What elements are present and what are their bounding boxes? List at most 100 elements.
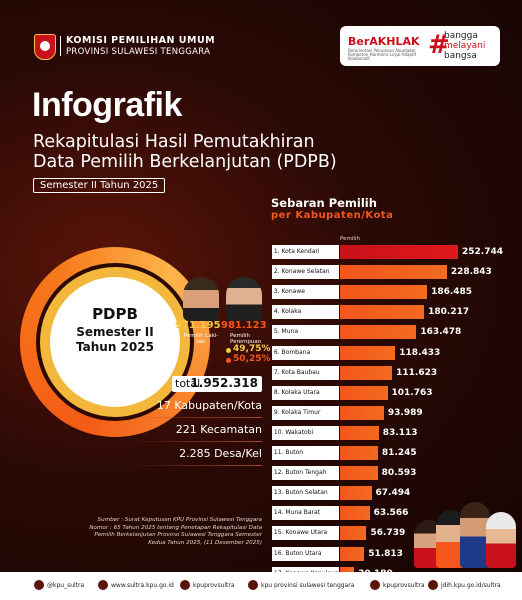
footer-jdih[interactable]: jdih.kpu.go.id/sultra	[428, 580, 501, 590]
female-legend-dot	[226, 358, 231, 363]
bar	[340, 486, 372, 501]
footer-text: kpu provinsi sulawesi tenggara	[261, 581, 355, 589]
youtube-icon	[370, 580, 380, 590]
instagram-icon	[180, 580, 190, 590]
bangga-melayani-logo: bangga melayani bangsa	[444, 31, 485, 61]
bar-value-label: 101.763	[391, 387, 433, 398]
bar-value-label: 228.843	[450, 267, 492, 278]
header-divider	[60, 36, 61, 56]
bar	[340, 425, 379, 440]
bar-value-label: 111.623	[396, 367, 438, 378]
female-voter-count: 981.123	[221, 320, 267, 331]
bar-category-label: 3. Konawe	[272, 285, 339, 300]
bar-category-label: 14. Muna Barat	[272, 506, 339, 521]
bar	[340, 325, 417, 340]
org-name-line1: KOMISI PEMILIHAN UMUM	[66, 35, 216, 46]
bar	[340, 506, 370, 521]
bar-category-label: 6. Bombana	[272, 345, 339, 360]
footer-youtube[interactable]: kpuprovsultra	[370, 580, 425, 590]
bar-category-label: 4. Kolaka	[272, 305, 339, 320]
bar	[340, 446, 378, 460]
bar	[340, 405, 384, 420]
berakhlak-tagline: Berorientasi Pelayanan Akuntabel Kompete…	[348, 48, 417, 61]
source-note: Sumber : Surat Keputusan KPU Provinsi Su…	[89, 517, 262, 546]
facebook-icon	[248, 580, 258, 590]
bangga-word: bangga	[444, 31, 478, 41]
pdpb-year: Tahun 2025	[76, 340, 154, 354]
hashtag-icon: #	[428, 30, 450, 60]
bar-category-label: 8. Kolaka Utara	[272, 385, 339, 400]
male-voter-count: 971.195	[175, 320, 221, 331]
female-voter-label: Pemilih Perempuan	[230, 333, 262, 345]
stat-divider	[128, 441, 262, 442]
bar-category-label: 10. Wakatobi	[272, 425, 339, 440]
bar	[340, 245, 458, 259]
footer-text: www.sultra.kpu.go.id	[111, 581, 174, 589]
footer-text: kpuprovsultra	[383, 581, 425, 589]
semester-badge: Semester II Tahun 2025	[33, 178, 166, 193]
org-name-line2: PROVINSI SULAWESI TENGGARA	[66, 47, 211, 57]
pdpb-circle: PDPB Semester II Tahun 2025	[50, 277, 180, 407]
bar-value-label: 83.113	[382, 427, 418, 438]
bar-category-label: 13. Buton Selatan	[272, 486, 339, 501]
stat-kecamatan: 221 Kecamatan	[175, 423, 262, 436]
bar-value-label: 118.433	[399, 347, 441, 358]
bar	[340, 305, 425, 320]
total-box: total 1.952.318	[172, 376, 262, 392]
total-label: total	[175, 377, 201, 390]
at-icon	[34, 580, 44, 590]
person-figure	[460, 502, 490, 568]
people-illustration	[414, 492, 518, 568]
bar-value-label: 81.245	[381, 448, 417, 458]
stat-kabupaten: 17 Kabupaten/Kota	[156, 399, 262, 412]
stat-divider	[128, 465, 262, 466]
bar	[340, 265, 447, 280]
bar-value-label: 67.494	[375, 488, 411, 499]
bar-category-label: 12. Buton Tengah	[272, 466, 339, 481]
footer-x[interactable]: @kpu_sultra	[34, 580, 84, 590]
bar-value-label: 252.744	[462, 247, 503, 257]
bar-value-label: 56.739	[370, 528, 406, 539]
subtitle-line2: Data Pemilih Berkelanjutan (PDPB)	[33, 152, 337, 172]
chart-subtitle: per Kabupaten/Kota	[271, 210, 394, 221]
bar-value-label: 80.593	[381, 468, 417, 479]
bar-value-label: 180.217	[428, 307, 470, 318]
bar-category-label: 7. Kota Baubau	[272, 365, 339, 380]
bar-category-label: 9. Kolaka Timur	[272, 405, 339, 420]
footer-facebook[interactable]: kpu provinsi sulawesi tenggara	[248, 580, 354, 590]
footer-text: @kpu_sultra	[47, 581, 85, 589]
male-voter-label: Pemilih Laki-laki	[183, 333, 219, 345]
bar	[340, 285, 428, 300]
pdpb-title: PDPB	[92, 305, 138, 323]
pdpb-semester: Semester II	[76, 325, 154, 339]
stat-desa: 2.285 Desa/Kel	[179, 447, 262, 460]
kpu-logo-icon	[34, 34, 56, 60]
globe-icon	[98, 580, 108, 590]
bar-category-label: 11. Buton	[272, 446, 339, 460]
melayani-word: melayani	[444, 41, 486, 51]
male-legend-dot	[226, 348, 231, 353]
bar-category-label: 5. Muna	[272, 325, 339, 340]
page-title: Infografik	[32, 86, 182, 124]
footer-text: jdih.kpu.go.id/sultra	[441, 581, 501, 589]
bar-category-label: 2. Konawe Selatan	[272, 265, 339, 280]
bangsa-word: bangsa	[444, 51, 477, 61]
female-avatar	[226, 277, 262, 321]
bar-value-label: 186.485	[431, 287, 473, 298]
bar-value-label: 63.566	[373, 508, 409, 519]
brand-logos: BerAKHLAK Berorientasi Pelayanan Akuntab…	[340, 26, 500, 66]
total-value: 1.952.318	[190, 376, 258, 390]
male-percentage: 49,75%	[233, 344, 271, 354]
bar	[340, 365, 393, 380]
bar	[340, 385, 388, 400]
stat-divider	[128, 417, 262, 418]
footer-website[interactable]: www.sultra.kpu.go.id	[98, 580, 174, 590]
bar	[340, 546, 365, 561]
chart-value-label: Pemilih	[340, 236, 360, 242]
bar-value-label: 163.478	[420, 327, 462, 338]
person-figure	[486, 512, 516, 568]
footer-instagram[interactable]: kpuprovsultra	[180, 580, 235, 590]
footer-bar: @kpu_sultra www.sultra.kpu.go.id kpuprov…	[0, 572, 522, 600]
male-avatar	[183, 277, 219, 321]
footer-text: kpuprovsultra	[193, 581, 235, 589]
